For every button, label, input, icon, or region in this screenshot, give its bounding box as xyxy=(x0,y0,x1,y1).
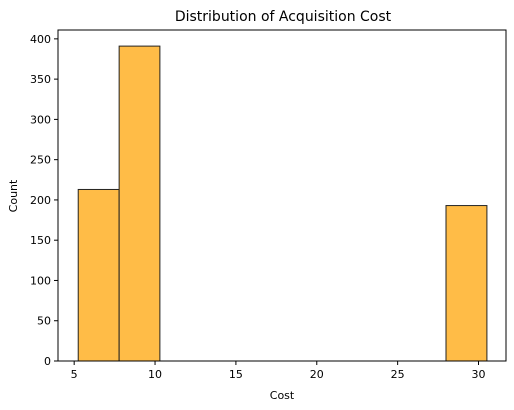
histogram-bar-0 xyxy=(77,188,120,362)
x-tick-label: 10 xyxy=(148,368,162,381)
plot-frame xyxy=(57,29,507,362)
y-tick-label: 300 xyxy=(30,113,51,126)
y-tick-label: 200 xyxy=(30,194,51,207)
x-axis: 5 10 15 20 25 30 xyxy=(71,361,486,381)
x-tick-label: 15 xyxy=(229,368,243,381)
y-axis: 0 50 100 150 200 250 300 350 400 xyxy=(30,33,58,368)
x-tick-label: 25 xyxy=(391,368,405,381)
y-tick-label: 150 xyxy=(30,234,51,247)
x-tick-label: 5 xyxy=(71,368,78,381)
histogram-bar-9 xyxy=(445,205,488,362)
x-axis-label: Cost xyxy=(270,389,295,402)
y-tick-label: 100 xyxy=(30,274,51,287)
y-tick-label: 400 xyxy=(30,33,51,46)
x-tick-label: 20 xyxy=(310,368,324,381)
y-axis-label: Count xyxy=(7,179,20,212)
x-tick-label: 30 xyxy=(472,368,486,381)
y-tick-label: 50 xyxy=(37,315,51,328)
chart-title: Distribution of Acquisition Cost xyxy=(175,9,392,25)
y-tick-label: 0 xyxy=(44,355,51,368)
histogram-bar-1 xyxy=(118,45,161,362)
bars-group xyxy=(77,45,488,362)
y-tick-label: 350 xyxy=(30,73,51,86)
y-tick-label: 250 xyxy=(30,154,51,167)
